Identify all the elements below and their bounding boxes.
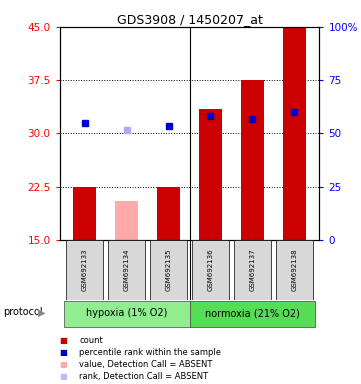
Text: ■: ■ <box>60 360 68 369</box>
Bar <box>192 240 229 300</box>
Text: GSM692138: GSM692138 <box>291 248 297 291</box>
Bar <box>157 187 180 240</box>
Bar <box>150 240 187 300</box>
Bar <box>283 27 306 240</box>
Text: GSM692133: GSM692133 <box>82 248 88 291</box>
Text: ■: ■ <box>60 336 68 345</box>
Text: ■: ■ <box>60 372 68 381</box>
Text: GSM692134: GSM692134 <box>123 248 130 291</box>
Bar <box>64 301 190 327</box>
Text: ■: ■ <box>60 348 68 357</box>
Bar <box>66 240 103 300</box>
Bar <box>108 240 145 300</box>
Text: percentile rank within the sample: percentile rank within the sample <box>79 348 221 357</box>
Text: count: count <box>79 336 103 345</box>
Bar <box>190 301 315 327</box>
Title: GDS3908 / 1450207_at: GDS3908 / 1450207_at <box>117 13 262 26</box>
Text: rank, Detection Call = ABSENT: rank, Detection Call = ABSENT <box>79 372 209 381</box>
Bar <box>199 109 222 240</box>
Text: ▶: ▶ <box>38 308 45 318</box>
Bar <box>276 240 313 300</box>
Text: normoxia (21% O2): normoxia (21% O2) <box>205 308 300 318</box>
Text: GSM692136: GSM692136 <box>208 248 213 291</box>
Bar <box>115 201 138 240</box>
Text: GSM692135: GSM692135 <box>166 248 171 291</box>
Text: hypoxia (1% O2): hypoxia (1% O2) <box>86 308 168 318</box>
Text: GSM692137: GSM692137 <box>249 248 256 291</box>
Bar <box>73 187 96 240</box>
Text: value, Detection Call = ABSENT: value, Detection Call = ABSENT <box>79 360 213 369</box>
Text: protocol: protocol <box>4 308 43 318</box>
Bar <box>241 80 264 240</box>
Bar <box>234 240 271 300</box>
